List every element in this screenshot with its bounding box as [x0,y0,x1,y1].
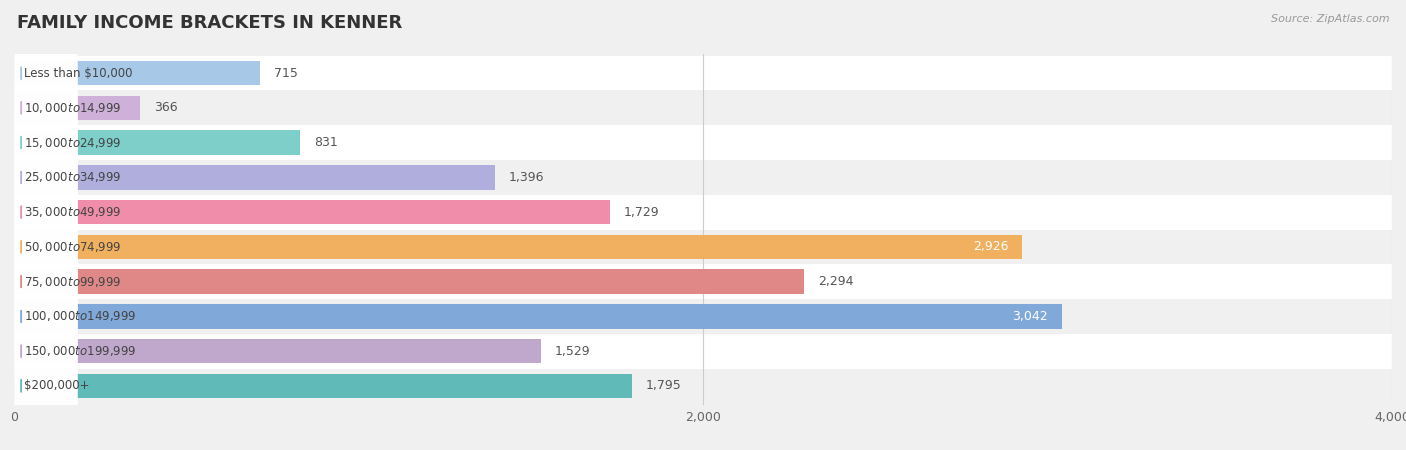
Text: Less than $10,000: Less than $10,000 [24,67,132,80]
Bar [14,90,1392,125]
FancyBboxPatch shape [14,0,77,223]
Text: $35,000 to $49,999: $35,000 to $49,999 [24,205,121,219]
Text: FAMILY INCOME BRACKETS IN KENNER: FAMILY INCOME BRACKETS IN KENNER [17,14,402,32]
Text: 366: 366 [153,101,177,114]
Text: $100,000 to $149,999: $100,000 to $149,999 [24,310,136,324]
Bar [14,61,260,86]
Bar [14,125,1392,160]
Bar [14,160,1392,195]
Text: $15,000 to $24,999: $15,000 to $24,999 [24,135,121,149]
FancyBboxPatch shape [14,132,77,432]
Text: Source: ZipAtlas.com: Source: ZipAtlas.com [1271,14,1389,23]
Text: 2,926: 2,926 [973,240,1008,253]
Bar [14,339,541,363]
FancyBboxPatch shape [14,27,77,327]
Text: 1,729: 1,729 [623,206,659,219]
Text: $150,000 to $199,999: $150,000 to $199,999 [24,344,136,358]
Text: 3,042: 3,042 [1012,310,1047,323]
Text: $25,000 to $34,999: $25,000 to $34,999 [24,171,121,184]
Bar [14,334,1392,369]
FancyBboxPatch shape [14,166,77,450]
Bar [14,369,1392,403]
FancyBboxPatch shape [14,0,77,257]
FancyBboxPatch shape [14,63,77,362]
Bar [14,200,610,224]
Bar [14,235,1022,259]
Text: 2,294: 2,294 [818,275,853,288]
Text: $50,000 to $74,999: $50,000 to $74,999 [24,240,121,254]
Text: 715: 715 [274,67,298,80]
FancyBboxPatch shape [14,0,77,292]
Text: 831: 831 [314,136,337,149]
FancyBboxPatch shape [14,97,77,396]
Bar [14,165,495,189]
FancyBboxPatch shape [14,202,77,450]
Bar [14,96,141,120]
Bar [14,230,1392,264]
Text: $75,000 to $99,999: $75,000 to $99,999 [24,274,121,288]
Text: $10,000 to $14,999: $10,000 to $14,999 [24,101,121,115]
Text: 1,396: 1,396 [509,171,544,184]
Bar [14,374,633,398]
FancyBboxPatch shape [14,236,77,450]
Bar [14,299,1392,334]
Bar [14,270,804,294]
Bar [14,130,301,155]
Bar [14,195,1392,230]
Text: $200,000+: $200,000+ [24,379,90,392]
Bar [14,264,1392,299]
Bar [14,56,1392,90]
Bar [14,304,1062,328]
Text: 1,795: 1,795 [647,379,682,392]
Text: 1,529: 1,529 [554,345,591,358]
